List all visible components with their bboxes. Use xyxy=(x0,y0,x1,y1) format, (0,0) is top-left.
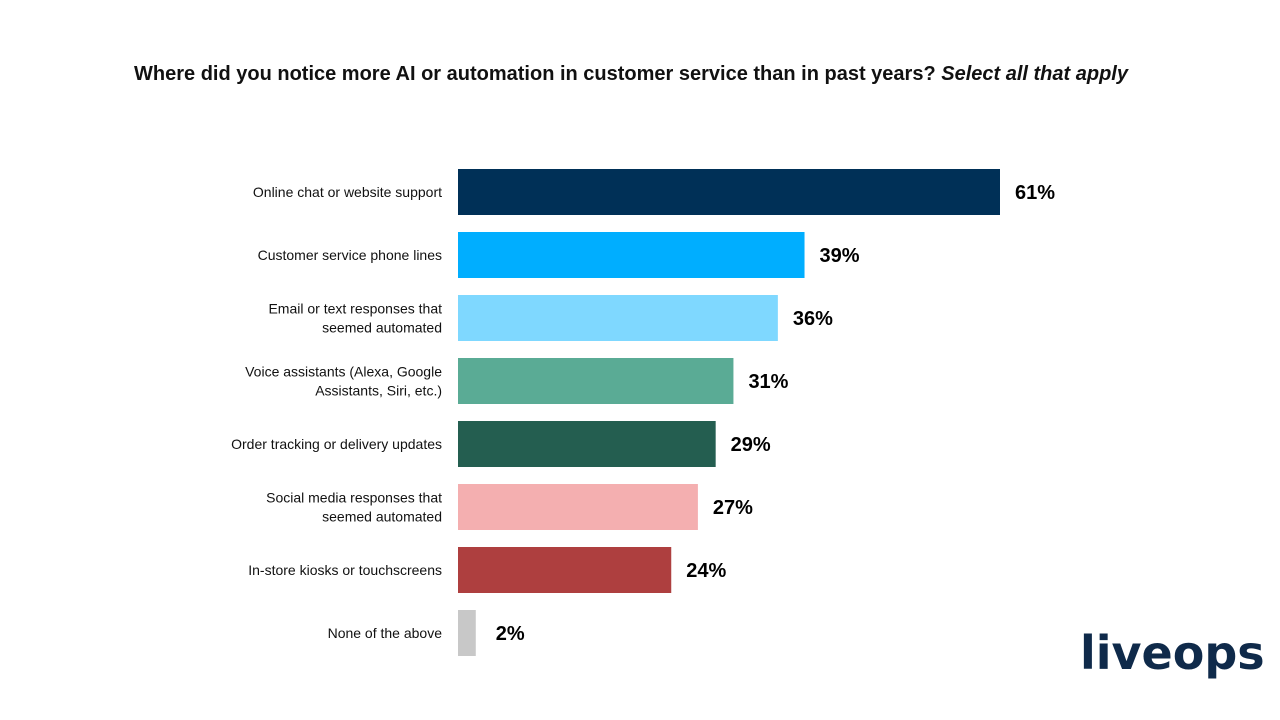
bar xyxy=(458,547,672,593)
value-label: 2% xyxy=(496,623,525,645)
chart-title: Where did you notice more AI or automati… xyxy=(0,60,1262,89)
category-label: Order tracking or delivery updates xyxy=(231,436,442,452)
bar xyxy=(458,358,734,404)
bar xyxy=(458,169,1000,215)
bar xyxy=(458,232,805,278)
bar xyxy=(458,421,716,467)
category-label: Email or text responses that seemed autom… xyxy=(268,301,442,336)
category-label: Social media responses that seemed automa… xyxy=(266,490,442,525)
value-label: 24% xyxy=(686,560,726,582)
value-label: 29% xyxy=(731,434,771,456)
value-label: 61% xyxy=(1015,182,1055,204)
category-label: None of the above xyxy=(328,625,443,641)
category-label: Online chat or website support xyxy=(253,184,442,200)
title-note: Select all that apply xyxy=(941,63,1128,85)
bar xyxy=(458,295,778,341)
value-label: 31% xyxy=(748,371,788,393)
category-label: Customer service phone lines xyxy=(258,247,442,263)
category-label: Voice assistants (Alexa, Google Assistant… xyxy=(245,364,442,399)
value-label: 39% xyxy=(820,245,860,267)
value-label: 36% xyxy=(793,308,833,330)
liveops-logo: liveops xyxy=(1080,626,1265,680)
value-label: 27% xyxy=(713,497,753,519)
category-label: In-store kiosks or touchscreens xyxy=(248,562,442,578)
bar xyxy=(458,484,698,530)
bar xyxy=(458,610,476,656)
title-main: Where did you notice more AI or automati… xyxy=(134,63,936,85)
